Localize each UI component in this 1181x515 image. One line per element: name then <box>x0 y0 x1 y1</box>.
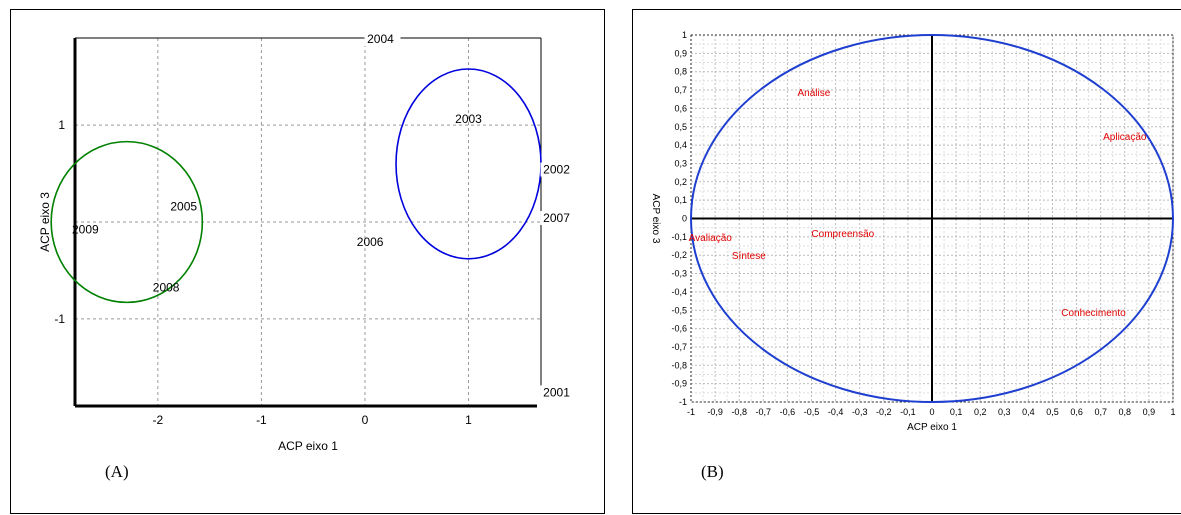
y-axis-title: ACP eixo 3 <box>650 194 661 244</box>
y-tick-label: -1 <box>54 312 65 326</box>
x-tick-label: -0,4 <box>828 407 844 417</box>
y-tick-label: 0,2 <box>674 177 687 187</box>
variable-label: Conhecimento <box>1061 308 1126 319</box>
y-tick-label: -0,8 <box>671 360 687 370</box>
x-tick-label: -2 <box>153 413 164 427</box>
x-tick-label: -1 <box>256 413 267 427</box>
y-tick-label: -0,7 <box>671 342 687 352</box>
x-tick-label: -0,2 <box>876 407 892 417</box>
y-tick-label: -0,3 <box>671 269 687 279</box>
point-label: 2003 <box>455 112 482 126</box>
point-label: 2007 <box>543 211 570 225</box>
y-tick-label: 0,9 <box>674 48 687 58</box>
variable-label: Análise <box>798 88 831 99</box>
x-tick-label: 0 <box>362 413 369 427</box>
x-tick-label: 0,4 <box>1022 407 1035 417</box>
point-label: 2008 <box>153 281 180 295</box>
x-tick-label: -0,5 <box>804 407 820 417</box>
scatter-plot-a: -2 -1 0 1 1 -1 ACP eixo 1 ACP eixo 3 2004 2003 200… <box>38 31 577 453</box>
point-label: 2002 <box>543 163 570 177</box>
y-tick-label: 0 <box>682 214 687 224</box>
x-tick-label: 0,6 <box>1070 407 1083 417</box>
x-tick-label: 0,1 <box>950 407 963 417</box>
y-tick-label: -0,2 <box>671 250 687 260</box>
x-tick-label: 1 <box>1170 407 1175 417</box>
y-tick-label: 0,4 <box>674 140 687 150</box>
y-tick-label: -0,1 <box>671 232 687 242</box>
y-tick-label: -1 <box>679 397 687 407</box>
label-backdrop <box>540 385 577 400</box>
x-axis-title: ACP eixo 1 <box>907 422 957 433</box>
x-tick-label: 0,7 <box>1094 407 1107 417</box>
y-tick-label: 0,8 <box>674 67 687 77</box>
y-axis-title: ACP eixo 3 <box>38 192 52 252</box>
point-label: 2004 <box>367 32 394 46</box>
x-tick-label: 0,8 <box>1119 407 1132 417</box>
x-tick-label: 1 <box>465 413 472 427</box>
correlation-circle-plot-b: -1 -0,9 -0,8 -0,7 -0,6 -0,5 -0,4 -0,3 -0,2 -0,1 0 0… <box>650 30 1176 433</box>
variable-label: Aplicação <box>1103 132 1147 143</box>
x-tick-label: 0,5 <box>1046 407 1059 417</box>
x-tick-label: -0,9 <box>707 407 723 417</box>
y-tick-label: -0,9 <box>671 379 687 389</box>
variable-label: Avaliação <box>689 233 733 244</box>
label-backdrop <box>540 211 577 225</box>
variable-label: Compreensão <box>811 229 874 240</box>
correlation-circle <box>690 34 1174 403</box>
y-tick-label: -0,5 <box>671 305 687 315</box>
chart-panel-b: -1 -0,9 -0,8 -0,7 -0,6 -0,5 -0,4 -0,3 -0,2 -0,1 0 0… <box>632 9 1181 514</box>
panel-label-b: (B) <box>701 462 724 481</box>
x-tick-label: 0,3 <box>998 407 1011 417</box>
y-tick-label: -0,4 <box>671 287 687 297</box>
x-tick-label: 0,2 <box>974 407 987 417</box>
x-tick-label: 0 <box>929 407 934 417</box>
x-axis-title: ACP eixo 1 <box>278 439 338 453</box>
x-tick-label: -0,7 <box>756 407 772 417</box>
x-tick-label: -0,6 <box>780 407 796 417</box>
group-ellipse-1 <box>50 140 204 304</box>
y-tick-label: 0,5 <box>674 122 687 132</box>
y-tick-label: 0,1 <box>674 195 687 205</box>
point-label: 2005 <box>170 199 197 213</box>
y-tick-label: 0,7 <box>674 85 687 95</box>
y-tick-label: 0,3 <box>674 158 687 168</box>
x-tick-label: -0,3 <box>852 407 868 417</box>
label-backdrop <box>364 31 401 46</box>
x-tick-label: -0,8 <box>731 407 747 417</box>
x-tick-label: -1 <box>687 407 695 417</box>
y-tick-label: 1 <box>58 118 65 132</box>
point-label: 2009 <box>72 223 99 237</box>
label-backdrop <box>540 162 577 177</box>
y-tick-label: -0,6 <box>671 324 687 334</box>
point-label: 2001 <box>543 385 570 399</box>
variable-label: Síntese <box>732 251 766 262</box>
y-tick-label: 0,6 <box>674 103 687 113</box>
chart-panel-a: -2 -1 0 1 1 -1 ACP eixo 1 ACP eixo 3 2004 2003 200… <box>10 9 605 514</box>
point-label: 2006 <box>357 235 384 249</box>
x-tick-label: 0,9 <box>1143 407 1156 417</box>
y-tick-label: 1 <box>682 30 687 40</box>
x-tick-label: -0,1 <box>900 407 916 417</box>
panel-label-a: (A) <box>105 462 129 481</box>
